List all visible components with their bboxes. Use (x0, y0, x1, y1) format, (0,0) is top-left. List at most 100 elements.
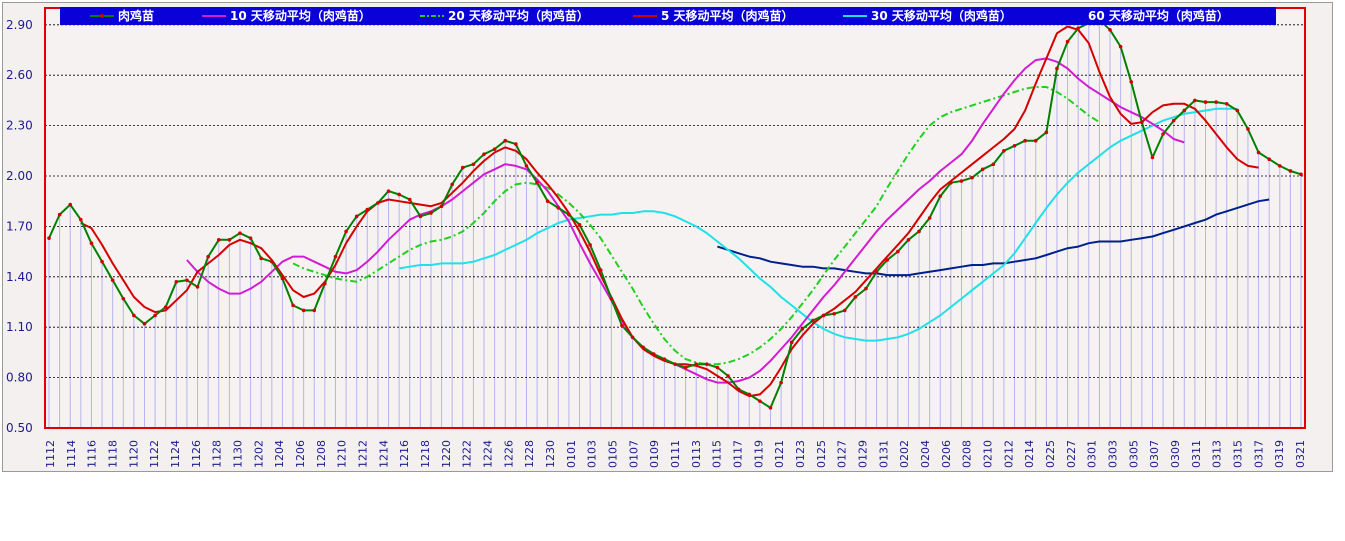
data-point (1203, 100, 1208, 104)
data-point (1182, 108, 1187, 113)
data-point (216, 238, 221, 242)
data-point (1267, 157, 1271, 161)
x-tick-label: 0311 (1190, 440, 1203, 468)
data-point (471, 162, 476, 167)
data-point (821, 313, 826, 318)
data-point (864, 286, 868, 291)
x-tick-label: 0206 (940, 440, 953, 468)
data-point (1108, 28, 1112, 32)
data-point (174, 280, 179, 284)
data-point (354, 214, 359, 219)
data-point (163, 305, 168, 309)
x-tick-label: 0109 (648, 440, 661, 468)
data-point (853, 295, 858, 299)
y-axis: 0.50 0.80 1.10 1.40 1.70 2.00 2.30 2.60 2.90 (6, 18, 33, 435)
data-point (683, 365, 688, 370)
data-point (89, 241, 94, 245)
x-tick-label: 0125 (815, 440, 828, 468)
x-tick-label: 0208 (961, 440, 974, 468)
volume-bars (45, 8, 1305, 428)
data-point (1224, 101, 1229, 106)
y-tick-label: 2.00 (6, 169, 33, 183)
data-point (980, 167, 985, 172)
x-tick-label: 0307 (1148, 440, 1161, 468)
x-tick-label: 1112 (44, 440, 57, 468)
data-point (1140, 120, 1144, 125)
x-tick-label: 1208 (315, 440, 328, 468)
x-tick-label: 0105 (607, 440, 620, 468)
series-line (717, 198, 1270, 277)
data-point (1129, 80, 1134, 84)
x-tick-label: 1122 (148, 440, 161, 468)
data-point (1033, 138, 1038, 143)
data-point (588, 243, 592, 247)
data-point (121, 296, 126, 301)
legend: 肉鸡苗 10 天移动平均（肉鸡苗） 20 天移动平均（肉鸡苗） 5 天移动平均（肉鸡苗… (60, 7, 1276, 25)
data-point (885, 258, 890, 262)
data-point (959, 179, 964, 183)
x-tick-label: 0303 (1107, 440, 1120, 468)
data-point (726, 374, 730, 378)
data-point (503, 138, 508, 143)
data-point (248, 236, 253, 240)
data-point (662, 357, 667, 361)
x-tick-label: 0129 (857, 440, 870, 468)
data-point (79, 217, 83, 222)
data-point (832, 311, 836, 316)
data-point (747, 392, 752, 397)
data-point (1299, 172, 1303, 177)
data-point (1235, 108, 1240, 113)
data-point (949, 180, 953, 185)
data-point (1277, 164, 1282, 168)
data-point (779, 380, 783, 385)
data-point (291, 303, 295, 308)
data-point (1256, 150, 1261, 155)
data-point (630, 335, 635, 340)
data-point (270, 259, 274, 264)
data-point (906, 238, 911, 242)
data-point (132, 313, 136, 318)
x-tick-label: 1210 (336, 440, 349, 468)
series-line (292, 86, 1100, 366)
data-point (938, 194, 943, 198)
x-tick-label: 0212 (1002, 440, 1015, 468)
x-tick-label: 0225 (1044, 440, 1057, 468)
x-tick-label: 0103 (586, 440, 599, 468)
data-point (195, 285, 200, 289)
x-tick-label: 0313 (1211, 440, 1224, 468)
x-tick-label: 1216 (398, 440, 411, 468)
data-point (439, 204, 444, 209)
x-tick-label: 1116 (86, 440, 99, 468)
x-tick-label: 0111 (669, 440, 682, 468)
data-point (874, 269, 879, 274)
y-tick-label: 1.10 (6, 320, 33, 334)
data-point (418, 214, 423, 219)
data-point (651, 352, 656, 356)
x-tick-label: 0301 (1086, 440, 1099, 468)
data-point (1161, 132, 1165, 136)
data-point (492, 147, 497, 151)
data-point (365, 207, 370, 212)
x-tick-label: 1218 (419, 440, 432, 468)
x-tick-label: 0227 (1065, 440, 1078, 468)
data-point (259, 256, 264, 261)
x-tick-label: 1226 (502, 440, 515, 468)
x-tick-label: 1214 (377, 440, 390, 468)
data-point (598, 268, 603, 272)
x-tick-label: 0107 (627, 440, 640, 468)
data-point (482, 152, 486, 156)
data-point (68, 202, 73, 207)
data-point (736, 387, 741, 392)
x-tick-label: 1124 (169, 440, 182, 468)
data-point (545, 199, 550, 203)
data-point (1214, 100, 1218, 104)
data-point (142, 322, 147, 326)
legend-label: 5 天移动平均（肉鸡苗） (661, 8, 794, 23)
legend-label: 肉鸡苗 (118, 8, 154, 23)
x-tick-label: 0214 (1023, 440, 1036, 468)
data-point (47, 236, 51, 240)
data-point (620, 323, 624, 328)
y-tick-label: 0.80 (6, 371, 33, 385)
x-tick-label: 0204 (919, 440, 932, 468)
